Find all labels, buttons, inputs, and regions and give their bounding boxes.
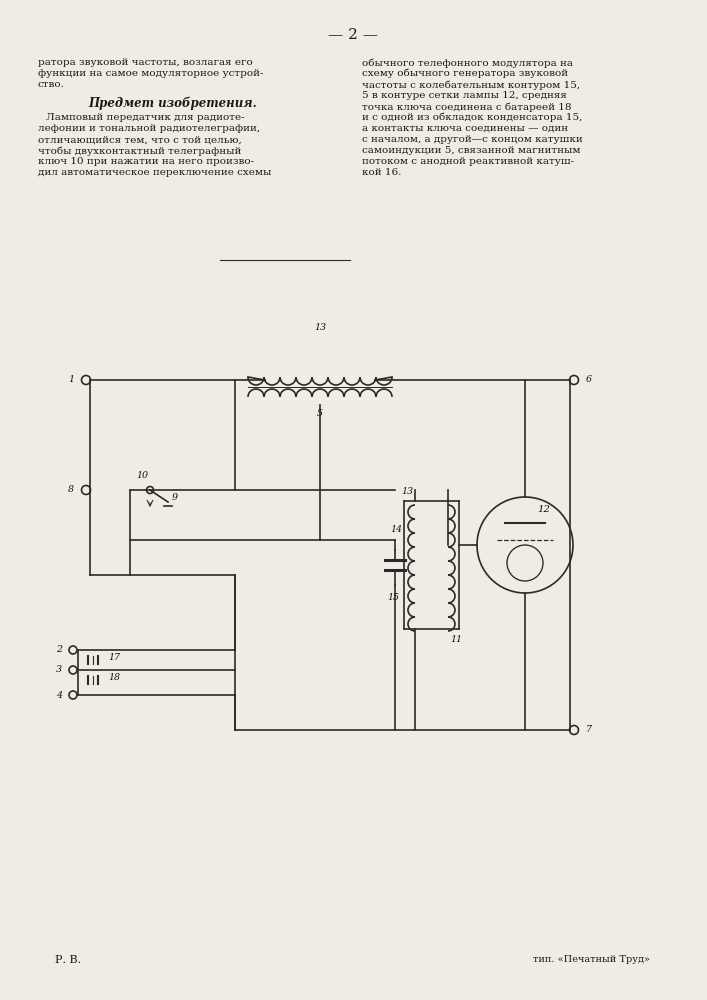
Text: ство.: ство. <box>38 80 65 89</box>
Text: 8: 8 <box>68 486 74 494</box>
Text: 5: 5 <box>317 409 323 418</box>
Text: 14: 14 <box>390 526 402 534</box>
Text: 10: 10 <box>136 471 148 480</box>
Text: самоиндукции 5, связанной магнитным: самоиндукции 5, связанной магнитным <box>362 146 580 155</box>
Text: ратора звуковой частоты, возлагая его: ратора звуковой частоты, возлагая его <box>38 58 252 67</box>
Text: чтобы двухконтактный телеграфный: чтобы двухконтактный телеграфный <box>38 146 241 155</box>
Text: Предмет изобретения.: Предмет изобретения. <box>88 97 257 110</box>
Text: лефонии и тональной радиотелеграфии,: лефонии и тональной радиотелеграфии, <box>38 124 260 133</box>
Text: дил автоматическое переключение схемы: дил автоматическое переключение схемы <box>38 168 271 177</box>
Text: отличающийся тем, что с той целью,: отличающийся тем, что с той целью, <box>38 135 242 144</box>
Text: 13: 13 <box>314 323 326 332</box>
Text: частоты с колебательным контуром 15,: частоты с колебательным контуром 15, <box>362 80 580 90</box>
Text: Р. В.: Р. В. <box>55 955 81 965</box>
Text: 6: 6 <box>586 375 592 384</box>
Text: тип. «Печатный Труд»: тип. «Печатный Труд» <box>533 955 650 964</box>
Text: обычного телефонного модулятора на: обычного телефонного модулятора на <box>362 58 573 68</box>
Text: 1: 1 <box>68 375 74 384</box>
Text: точка ключа соединена с батареей 18: точка ключа соединена с батареей 18 <box>362 102 571 111</box>
Text: 9: 9 <box>172 493 178 502</box>
Text: кой 16.: кой 16. <box>362 168 402 177</box>
Text: потоком с анодной реактивной катуш-: потоком с анодной реактивной катуш- <box>362 157 574 166</box>
Text: — 2 —: — 2 — <box>328 28 378 42</box>
Text: 17: 17 <box>108 653 120 662</box>
Text: Ламповый передатчик для радиоте-: Ламповый передатчик для радиоте- <box>46 113 245 122</box>
Text: схему обычного генератора звуковой: схему обычного генератора звуковой <box>362 69 568 79</box>
Text: 4: 4 <box>56 690 62 700</box>
Text: 11: 11 <box>450 635 462 644</box>
Text: 3: 3 <box>56 666 62 674</box>
Text: и с одной из обкладок конденсатора 15,: и с одной из обкладок конденсатора 15, <box>362 113 583 122</box>
Text: 7: 7 <box>586 726 592 734</box>
Text: 13: 13 <box>401 487 413 495</box>
Text: 12: 12 <box>537 506 550 514</box>
Text: 5 в контуре сетки лампы 12, средняя: 5 в контуре сетки лампы 12, средняя <box>362 91 567 100</box>
Text: а контакты ключа соединены — один: а контакты ключа соединены — один <box>362 124 568 133</box>
Text: функции на самое модуляторное устрой-: функции на самое модуляторное устрой- <box>38 69 264 78</box>
Text: 15: 15 <box>387 593 399 602</box>
Text: ключ 10 при нажатии на него произво-: ключ 10 при нажатии на него произво- <box>38 157 254 166</box>
Text: 2: 2 <box>56 646 62 654</box>
Text: с началом, а другой—с концом катушки: с началом, а другой—с концом катушки <box>362 135 583 144</box>
Text: 18: 18 <box>108 673 120 682</box>
